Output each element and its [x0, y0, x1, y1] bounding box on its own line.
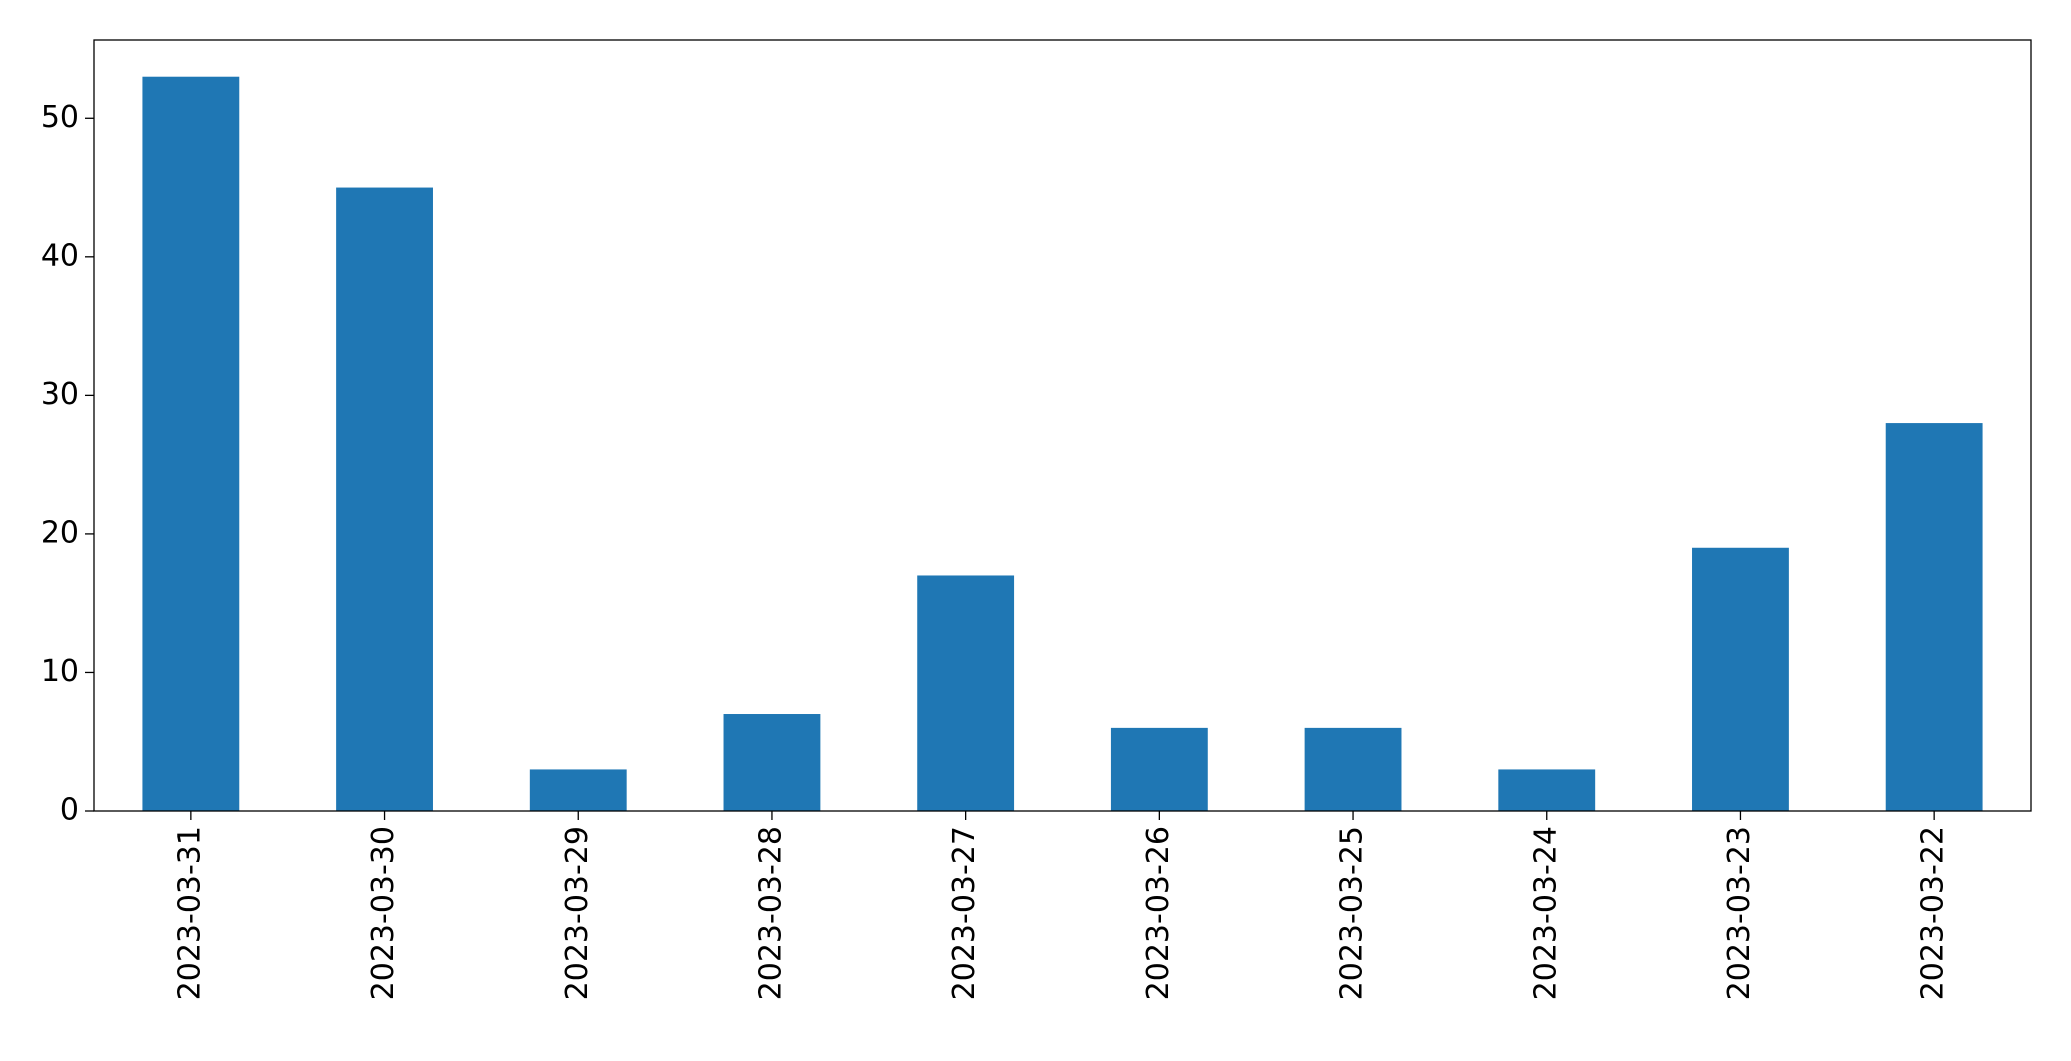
x-tick-label: 2023-03-29 — [560, 826, 595, 1000]
plot-frame — [93, 39, 2032, 812]
y-tick-label: 40 — [41, 238, 79, 273]
bar — [1692, 547, 1789, 811]
y-tick-label: 30 — [41, 377, 79, 412]
y-tick-label: 20 — [41, 515, 79, 550]
x-tick-label: 2023-03-28 — [753, 826, 788, 1000]
bar — [917, 575, 1015, 811]
x-tick-label: 2023-03-24 — [1528, 826, 1563, 1000]
x-tick-label: 2023-03-22 — [1916, 826, 1951, 1000]
bar — [1498, 769, 1596, 811]
bar — [529, 769, 627, 811]
y-tick-label: 10 — [41, 654, 79, 689]
bar — [723, 714, 821, 811]
bar — [142, 76, 240, 811]
bar — [1304, 727, 1402, 811]
x-tick-label: 2023-03-27 — [947, 826, 982, 1000]
y-tick-label: 50 — [41, 100, 79, 135]
x-tick-label: 2023-03-26 — [1141, 826, 1176, 1000]
bar — [1110, 727, 1208, 811]
bar — [1885, 423, 1983, 811]
x-tick-label: 2023-03-25 — [1335, 826, 1370, 1000]
x-tick-label: 2023-03-23 — [1722, 826, 1757, 1000]
x-tick-label: 2023-03-31 — [172, 826, 207, 1000]
bar — [336, 187, 433, 811]
x-tick-label: 2023-03-30 — [366, 826, 401, 1000]
y-tick-label: 0 — [60, 793, 79, 828]
